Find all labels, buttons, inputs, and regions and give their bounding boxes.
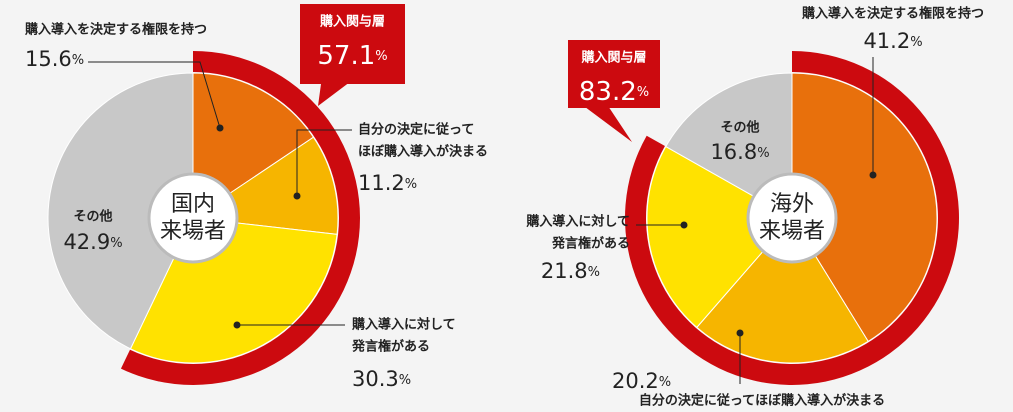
value-label: 30.3% (352, 367, 411, 391)
category-label: その他 (73, 209, 112, 225)
value-label: 20.2% (612, 369, 671, 393)
value-label: 42.9% (63, 230, 122, 254)
leader-dot (680, 221, 688, 229)
pie-slice (47, 72, 194, 350)
callout-value: 57.1% (317, 41, 387, 71)
category-label: 自分の決定に従って (358, 122, 474, 138)
leader-dot (736, 329, 744, 337)
pie-slice (192, 72, 315, 219)
center-label: 国内 (171, 192, 215, 217)
callout-box (300, 4, 405, 106)
category-label: 発言権がある (551, 236, 630, 252)
center-circle (746, 172, 838, 264)
center-label: 来場者 (160, 219, 226, 244)
value-label: 21.8% (541, 259, 600, 283)
category-label: ほぼ購入導入が決まる (358, 144, 488, 160)
leader-line (88, 61, 221, 129)
category-label: 購入導入に対して (351, 317, 456, 333)
category-label: 購入導入を決定する権限を持つ (24, 22, 207, 38)
category-label: 購入導入を決定する権限を持つ (801, 6, 984, 22)
pie-slice (696, 217, 869, 364)
pie-slice (665, 72, 793, 219)
leader-dot (293, 192, 301, 200)
category-label: 発言権がある (351, 339, 430, 355)
pie-slice (646, 145, 793, 329)
leader-dot (233, 321, 241, 329)
callout-box (568, 40, 660, 142)
category-label: 購入導入に対して (525, 214, 630, 230)
leader-dot (216, 124, 224, 132)
category-label: その他 (720, 120, 759, 136)
center-label: 来場者 (759, 219, 825, 244)
callout-label: 購入関与層 (580, 50, 646, 66)
value-label: 15.6% (25, 47, 84, 71)
callout-label: 購入関与層 (319, 14, 385, 30)
center-label: 海外 (770, 192, 814, 217)
leader-dot (869, 171, 877, 179)
callout-value: 83.2% (579, 77, 649, 107)
category-label: 自分の決定に従ってほぼ購入導入が決まる (639, 393, 885, 409)
pie-slice (791, 72, 938, 343)
center-circle (147, 172, 239, 264)
leader-line (296, 129, 352, 196)
value-label: 41.2% (863, 29, 922, 53)
value-label: 11.2% (358, 171, 417, 195)
value-label: 16.8% (710, 140, 769, 164)
